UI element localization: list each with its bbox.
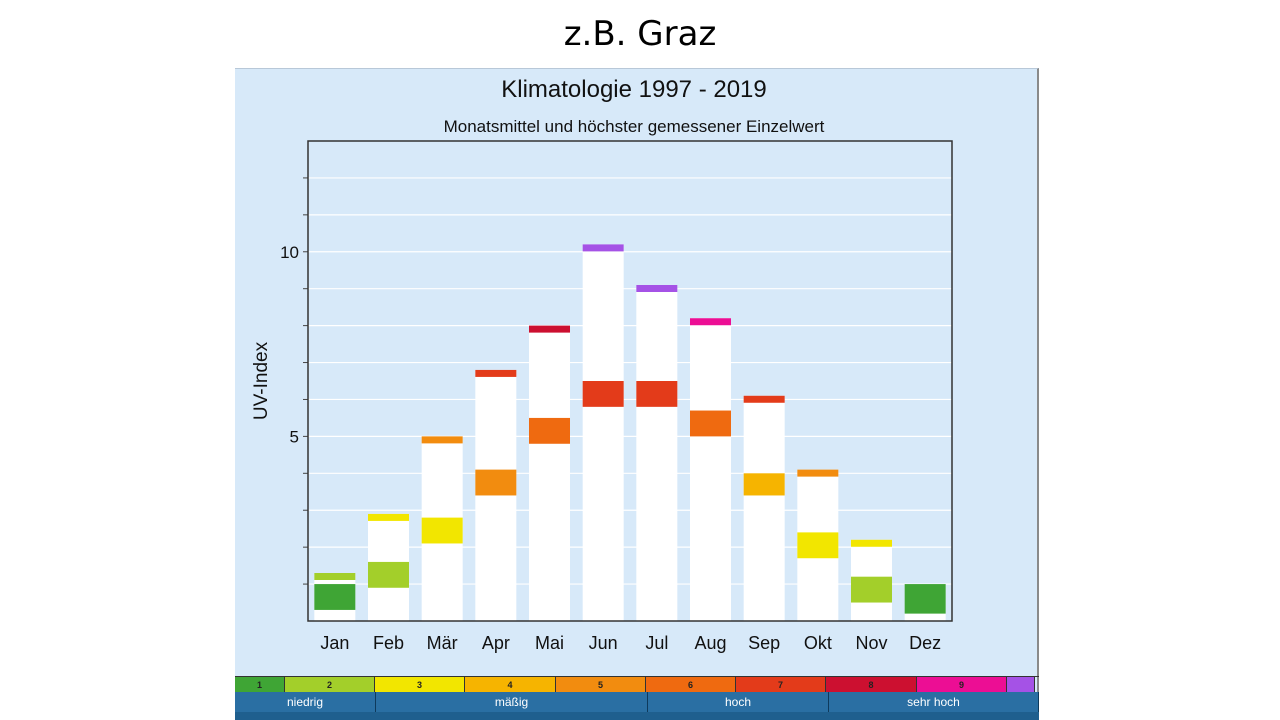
x-tick-label: Jan (320, 633, 349, 653)
x-tick-label: Aug (694, 633, 726, 653)
uv-level-9: 9 (917, 677, 1007, 693)
x-tick-label: Sep (748, 633, 780, 653)
uv-level-4: 4 (465, 677, 556, 693)
bar-mean-band (743, 473, 785, 496)
bar-mean-band (582, 381, 624, 407)
bar-column (582, 244, 624, 621)
x-tick-label: Feb (373, 633, 404, 653)
x-tick-label: Dez (909, 633, 941, 653)
bar-mean-band (797, 532, 839, 559)
bar-column (690, 318, 731, 621)
bar-peak-marker (743, 395, 785, 403)
x-tick-label: Jun (589, 633, 618, 653)
uv-category-3: hoch (648, 692, 829, 712)
uv-category-scale: niedrig mäßig hoch sehr hoch (235, 692, 1039, 720)
uv-category-2: mäßig (376, 692, 648, 712)
bar-mean-band (368, 561, 409, 588)
uv-category-1: niedrig (235, 692, 376, 712)
uv-level-10 (1007, 677, 1035, 693)
bar-mean-band (475, 469, 517, 496)
bar-peak-marker (421, 436, 463, 444)
x-tick-label: Jul (645, 633, 668, 653)
y-axis-label: UV-Index (251, 341, 272, 420)
bar-mean-band (421, 517, 463, 544)
x-tick-label: Mär (427, 633, 458, 653)
bar-mean-band (690, 410, 731, 437)
uv-level-8: 8 (826, 677, 917, 693)
bar-peak-marker (690, 318, 731, 326)
x-tick-label: Apr (482, 633, 510, 653)
uv-level-7: 7 (736, 677, 826, 693)
y-tick-label: 5 (290, 427, 299, 446)
bar-mean-band (851, 576, 892, 603)
bar-column (529, 325, 570, 621)
x-tick-label: Nov (855, 633, 887, 653)
uv-level-2: 2 (285, 677, 375, 693)
bar-peak-marker (475, 369, 517, 377)
bar-mean-band (636, 381, 678, 407)
bar-peak-marker (797, 469, 839, 477)
bar-peak-marker (314, 573, 356, 580)
bar-peak-marker (529, 325, 570, 333)
uv-category-4: sehr hoch (829, 692, 1039, 712)
y-tick-label: 10 (280, 243, 299, 262)
bar-mean-band (314, 584, 356, 610)
chart-panel: Klimatologie 1997 - 2019 Monatsmittel und… (235, 68, 1039, 720)
bar-column (743, 395, 785, 621)
chart-subtitle: Monatsmittel und höchster gemessener Ein… (444, 117, 825, 136)
uv-level-1: 1 (235, 677, 285, 693)
uv-level-5: 5 (556, 677, 646, 693)
bar-mean-band (904, 584, 946, 614)
uv-level-3: 3 (375, 677, 465, 693)
x-tick-label: Okt (804, 633, 832, 653)
x-tick-label: Mai (535, 633, 564, 653)
bar-column (636, 285, 678, 621)
bar-peak-marker (851, 539, 892, 547)
bar-mean-band (529, 417, 570, 444)
uv-climatology-chart: Klimatologie 1997 - 2019 Monatsmittel und… (251, 76, 953, 653)
bar-peak-marker (368, 513, 409, 521)
plot-area (308, 141, 952, 621)
chart-title: Klimatologie 1997 - 2019 (501, 76, 767, 103)
plot-frame (307, 140, 953, 622)
uv-level-6: 6 (646, 677, 736, 693)
bar-peak-marker (582, 244, 624, 252)
slide-title: z.B. Graz (563, 14, 717, 54)
bar-peak-marker (636, 285, 678, 292)
